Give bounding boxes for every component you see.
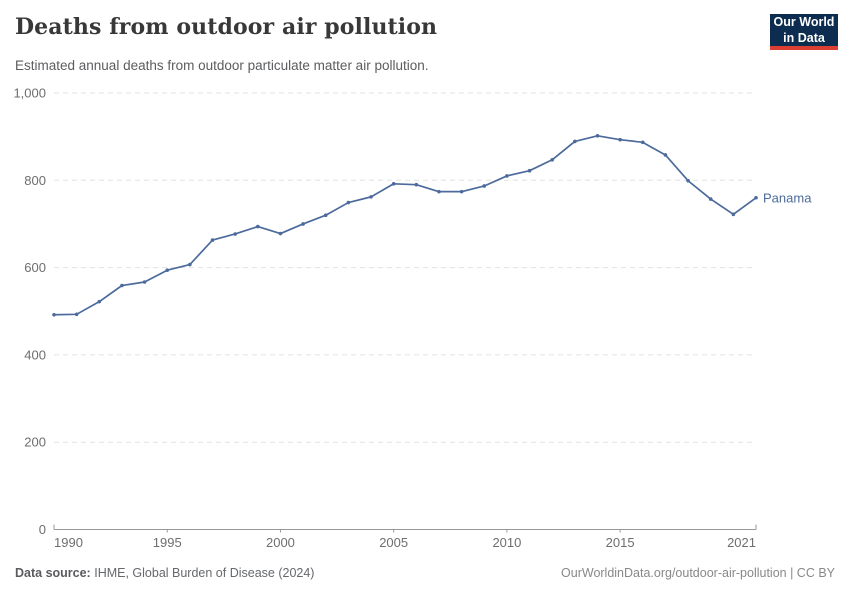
credit-line: OurWorldinData.org/outdoor-air-pollution…	[561, 566, 835, 580]
y-axis-tick-label: 200	[24, 435, 46, 450]
data-point	[278, 231, 283, 236]
data-point	[120, 283, 124, 288]
y-axis-tick-label: 400	[24, 347, 46, 362]
owid-logo-line2: in Data	[783, 31, 825, 45]
data-point	[256, 224, 260, 229]
chart-footer: Data source: IHME, Global Burden of Dise…	[15, 566, 835, 580]
data-point	[414, 182, 419, 187]
owid-logo: Our World in Data	[770, 14, 838, 50]
x-axis-tick-label: 1995	[153, 535, 182, 550]
x-axis-tick-label: 2010	[492, 535, 521, 550]
x-axis-tick-label: 2021	[727, 535, 756, 550]
data-point	[165, 268, 170, 273]
chart-subtitle: Estimated annual deaths from outdoor par…	[15, 58, 429, 73]
data-point	[686, 178, 690, 183]
y-axis-tick-label: 600	[24, 260, 46, 275]
data-point	[618, 137, 622, 142]
series-line-panama	[53, 134, 757, 316]
y-axis-tick-label: 1,000	[13, 86, 46, 101]
data-point	[52, 312, 56, 317]
data-source-value: IHME, Global Burden of Disease (2024)	[94, 566, 315, 580]
data-point	[459, 189, 464, 194]
y-axis-tick-label: 0	[39, 522, 46, 537]
data-point	[391, 181, 396, 186]
data-point	[573, 139, 577, 144]
data-source: Data source: IHME, Global Burden of Dise…	[15, 566, 314, 580]
data-point	[188, 262, 192, 267]
data-point	[640, 140, 645, 145]
data-point	[754, 195, 758, 200]
owid-logo-line1: Our World	[773, 15, 835, 29]
x-axis-tick-label: 2015	[606, 535, 635, 550]
data-point	[663, 153, 668, 157]
data-point	[323, 213, 328, 218]
data-point	[142, 280, 147, 284]
data-point	[301, 222, 305, 226]
y-axis-tick-label: 800	[24, 173, 46, 188]
x-axis-tick-label: 2005	[379, 535, 408, 550]
data-point	[527, 168, 532, 173]
data-point	[346, 200, 351, 205]
x-axis-tick-label: 1990	[54, 535, 83, 550]
x-axis-tick-label: 2000	[266, 535, 295, 550]
data-point	[369, 195, 373, 199]
data-point	[233, 232, 237, 236]
series-label-panama: Panama	[763, 190, 812, 205]
chart-title: Deaths from outdoor air pollution	[15, 14, 438, 40]
data-source-label: Data source:	[15, 566, 91, 580]
data-point	[595, 133, 600, 138]
data-point	[74, 312, 79, 317]
data-point	[708, 197, 713, 201]
data-point	[731, 212, 736, 217]
data-point	[437, 189, 441, 194]
data-point	[482, 184, 487, 188]
data-point	[505, 174, 509, 178]
data-point	[97, 299, 102, 304]
data-point	[210, 238, 215, 242]
data-point	[550, 157, 554, 162]
